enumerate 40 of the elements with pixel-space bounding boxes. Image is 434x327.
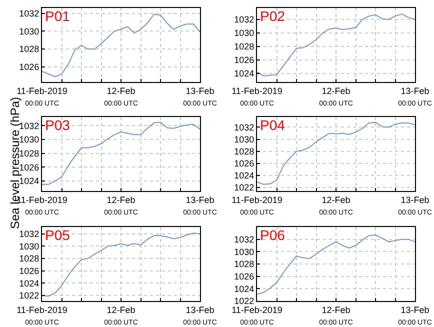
y-tick-label: 1032 xyxy=(234,122,254,132)
y-tick-label: 1030 xyxy=(19,241,40,252)
y-tick-label: 1026 xyxy=(234,158,254,168)
chart-title: P03 xyxy=(45,117,70,133)
y-tick-label: 1030 xyxy=(19,134,40,145)
y-tick-label: 1028 xyxy=(234,259,254,270)
y-tick-label: 1032 xyxy=(19,228,40,239)
chart-title: P02 xyxy=(260,8,286,24)
y-tick-label: 1022 xyxy=(234,296,254,306)
y-tick-label: 1024 xyxy=(19,278,40,288)
y-tick-label: 1024 xyxy=(234,170,254,181)
y-tick-label: 1026 xyxy=(19,162,40,172)
y-tick-label: 1028 xyxy=(19,254,40,264)
y-tick-label: 1028 xyxy=(234,42,254,52)
y-tick-label: 1028 xyxy=(234,146,254,156)
y-tick-label: 1024 xyxy=(19,176,40,186)
chart-title: P05 xyxy=(45,227,70,243)
y-tick-label: 1030 xyxy=(234,28,254,38)
y-tick-label: 1026 xyxy=(19,266,40,276)
y-tick-label: 1026 xyxy=(234,271,254,282)
line-series xyxy=(42,122,200,185)
y-tick-label: 1032 xyxy=(234,14,254,25)
line-series xyxy=(257,122,415,185)
y-tick-label: 1024 xyxy=(234,284,254,294)
y-tick-label: 1032 xyxy=(19,120,40,131)
y-tick-label: 1028 xyxy=(19,148,40,158)
y-tick-label: 1026 xyxy=(234,54,254,65)
y-tick-label: 1028 xyxy=(19,44,40,54)
y-tick-label: 1026 xyxy=(19,62,40,72)
y-tick-label: 1030 xyxy=(234,246,254,257)
chart-title: P06 xyxy=(260,227,286,243)
chart-title: P01 xyxy=(45,8,70,24)
y-tick-label: 1022 xyxy=(19,290,40,301)
y-tick-label: 1032 xyxy=(19,8,40,18)
chart-title: P04 xyxy=(260,117,286,133)
y-tick-label: 1022 xyxy=(234,182,254,193)
y-tick-label: 1032 xyxy=(234,234,254,244)
y-tick-label: 1030 xyxy=(234,134,254,144)
y-tick-label: 1030 xyxy=(19,26,40,36)
y-tick-label: 1024 xyxy=(234,68,254,78)
